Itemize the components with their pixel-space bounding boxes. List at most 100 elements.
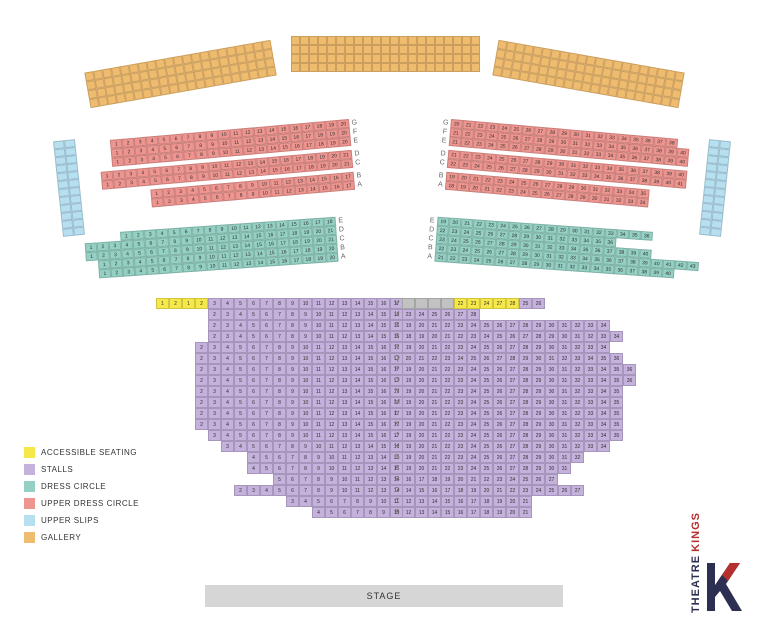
seat[interactable] — [300, 36, 309, 45]
seat[interactable]: 25 — [428, 309, 441, 320]
seat[interactable]: 8 — [299, 463, 312, 474]
seat[interactable]: 12 — [325, 342, 338, 353]
seat[interactable]: 25 — [480, 320, 493, 331]
seat[interactable]: 14 — [428, 507, 441, 518]
seat[interactable]: 36 — [640, 231, 653, 241]
seat[interactable]: 8 — [273, 375, 286, 386]
seat[interactable]: 23 — [454, 419, 467, 430]
seat[interactable]: 6 — [171, 152, 184, 162]
seat[interactable]: 12 — [325, 364, 338, 375]
seat[interactable] — [417, 45, 426, 54]
seat[interactable]: 33 — [584, 441, 597, 452]
seat[interactable]: 8 — [182, 263, 195, 273]
seat[interactable]: 28 — [519, 375, 532, 386]
seat[interactable]: 9 — [286, 419, 299, 430]
seat[interactable]: 4 — [221, 353, 234, 364]
seat[interactable]: 29 — [532, 375, 545, 386]
seat[interactable]: 11 — [312, 375, 325, 386]
seat[interactable]: 11 — [351, 474, 364, 485]
seat[interactable] — [363, 36, 372, 45]
seat[interactable]: 10 — [299, 364, 312, 375]
seat[interactable] — [354, 45, 363, 54]
seat[interactable]: 23 — [454, 463, 467, 474]
seat[interactable]: 4 — [234, 320, 247, 331]
seat[interactable]: 13 — [364, 452, 377, 463]
seat[interactable] — [318, 45, 327, 54]
seat[interactable]: 2 — [111, 268, 124, 278]
seat[interactable]: 30 — [545, 364, 558, 375]
seat[interactable] — [318, 63, 327, 72]
seat[interactable]: 20 — [415, 430, 428, 441]
seat[interactable]: 18 — [305, 162, 318, 172]
seat[interactable] — [462, 54, 471, 63]
seat[interactable] — [435, 45, 444, 54]
seat[interactable]: 13 — [351, 331, 364, 342]
seat[interactable] — [444, 36, 453, 45]
seat[interactable]: 27 — [506, 320, 519, 331]
seat[interactable]: 13 — [338, 342, 351, 353]
seat[interactable]: 32 — [580, 148, 593, 158]
seat[interactable]: 31 — [571, 331, 584, 342]
seat[interactable]: 3 — [221, 441, 234, 452]
seat[interactable]: 23 — [454, 452, 467, 463]
seat[interactable]: 16 — [377, 419, 390, 430]
seat[interactable]: 6 — [338, 507, 351, 518]
seat[interactable]: 8 — [235, 190, 248, 200]
seat[interactable]: 25 — [480, 441, 493, 452]
seat[interactable]: 33 — [584, 386, 597, 397]
seat[interactable] — [291, 45, 300, 54]
seat[interactable]: 21 — [428, 452, 441, 463]
seat[interactable]: 9 — [299, 331, 312, 342]
seat[interactable]: 15 — [364, 386, 377, 397]
seat[interactable]: 27 — [506, 386, 519, 397]
seat[interactable]: 38 — [638, 176, 651, 186]
seat[interactable]: 29 — [530, 166, 543, 176]
seat[interactable]: 24 — [467, 397, 480, 408]
seat[interactable]: 21 — [519, 507, 532, 518]
seat[interactable]: 21 — [428, 408, 441, 419]
seat[interactable]: 28 — [467, 309, 480, 320]
seat[interactable]: 4 — [147, 154, 160, 164]
seat[interactable]: 8 — [195, 149, 208, 159]
seat[interactable]: 24 — [517, 187, 530, 197]
seat[interactable]: 11 — [221, 169, 234, 179]
seat[interactable]: 25 — [480, 463, 493, 474]
seat[interactable]: 20 — [402, 353, 415, 364]
seat[interactable]: 11 — [231, 146, 244, 156]
seat[interactable]: 12 — [283, 186, 296, 196]
seat[interactable]: 2 — [195, 342, 208, 353]
seat[interactable]: 36 — [623, 364, 636, 375]
seat[interactable]: 12 — [325, 375, 338, 386]
seat[interactable]: 17 — [441, 485, 454, 496]
seat[interactable] — [336, 36, 345, 45]
seat[interactable]: 30 — [545, 386, 558, 397]
seat[interactable]: 26 — [493, 441, 506, 452]
seat[interactable] — [710, 228, 722, 237]
seat[interactable]: 20 — [415, 408, 428, 419]
seat[interactable]: 6 — [260, 309, 273, 320]
seat[interactable]: 25 — [480, 408, 493, 419]
seat[interactable] — [327, 36, 336, 45]
seat[interactable]: 13 — [338, 375, 351, 386]
seat[interactable]: 14 — [364, 441, 377, 452]
seat[interactable]: 7 — [273, 309, 286, 320]
seat[interactable]: 13 — [245, 167, 258, 177]
seat[interactable]: 2 — [195, 375, 208, 386]
seat[interactable]: 20 — [329, 160, 342, 170]
seat[interactable]: 26 — [493, 364, 506, 375]
seat[interactable]: 12 — [364, 474, 377, 485]
seat[interactable] — [471, 63, 480, 72]
seat[interactable]: 7 — [338, 496, 351, 507]
seat[interactable]: 15 — [364, 375, 377, 386]
seat[interactable]: 13 — [377, 474, 390, 485]
seat[interactable]: 11 — [312, 430, 325, 441]
seat[interactable]: 5 — [260, 452, 273, 463]
seat[interactable]: 25 — [467, 353, 480, 364]
seat[interactable]: 30 — [545, 397, 558, 408]
seat[interactable] — [399, 63, 408, 72]
seat[interactable]: 26 — [493, 386, 506, 397]
seat[interactable]: 13 — [351, 441, 364, 452]
seat[interactable] — [428, 298, 441, 309]
seat[interactable]: 26 — [493, 320, 506, 331]
seat[interactable] — [363, 45, 372, 54]
